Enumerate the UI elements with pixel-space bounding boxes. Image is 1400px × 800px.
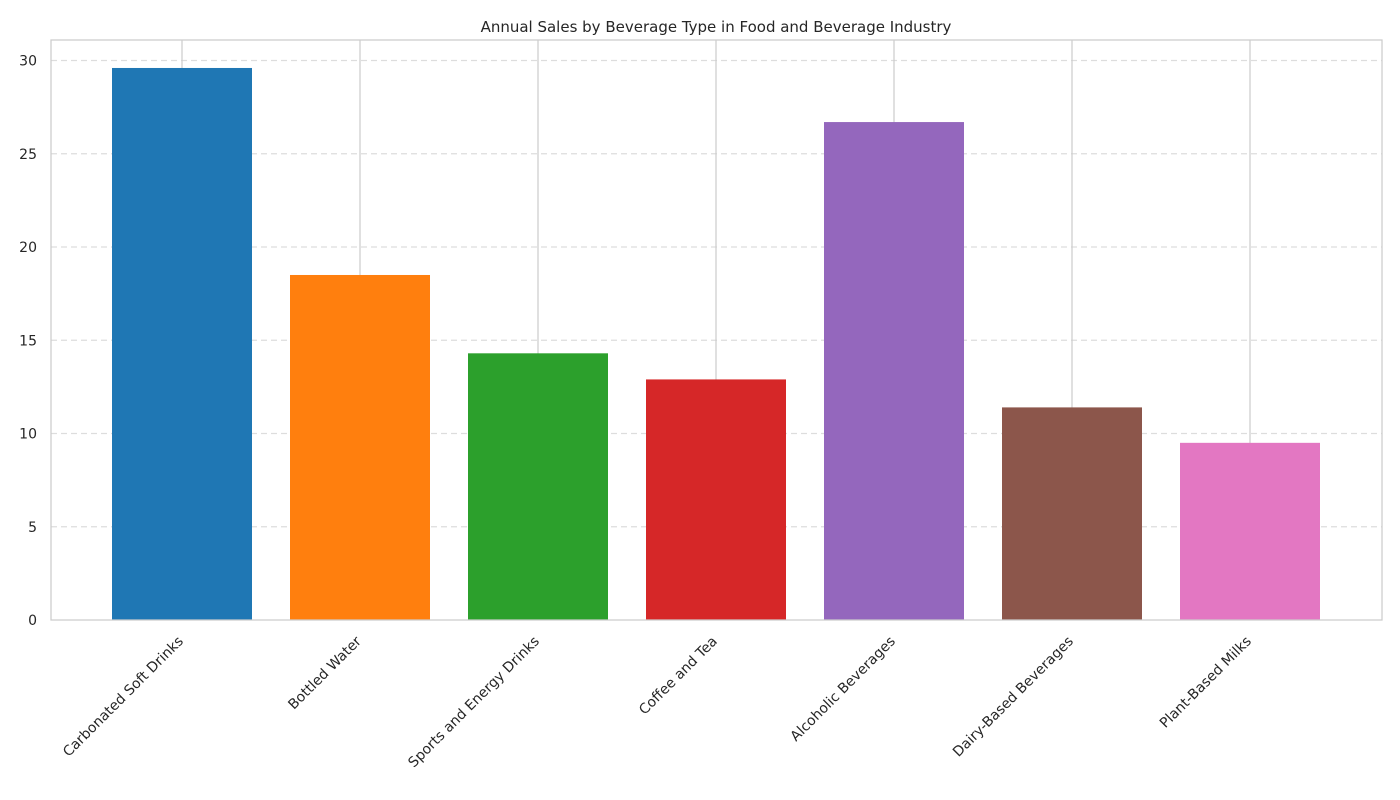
x-tick-label: Dairy-Based Beverages [950,634,1077,761]
bars [112,67,1320,621]
bar [468,353,608,620]
y-tick-label: 5 [28,520,37,536]
y-tick-label: 15 [19,333,37,349]
y-tick-label: 0 [28,613,37,629]
x-tick-label: Alcoholic Beverages [788,634,899,745]
bar [824,122,964,621]
x-tick-label: Sports and Energy Drinks [405,634,542,771]
bar [112,67,252,621]
x-tick-label: Carbonated Soft Drinks [60,634,187,761]
y-axis-ticks: 0 5 10 15 20 25 30 [19,54,37,629]
x-tick-label: Plant-Based Milks [1157,634,1255,732]
x-tick-label: Coffee and Tea [636,634,721,719]
y-tick-label: 30 [19,54,37,70]
plot-frame [50,39,1383,621]
chart-title: Annual Sales by Beverage Type in Food an… [481,18,952,36]
y-tick-label: 20 [19,240,37,256]
y-tick-label: 25 [19,147,37,163]
y-tick-label: 10 [19,427,37,443]
bar [1002,407,1142,620]
x-tick-label: Bottled Water [285,633,365,713]
bar [646,379,786,620]
bar [1180,442,1320,620]
bar [290,274,430,620]
x-axis-ticks: Carbonated Soft Drinks Bottled Water Sport… [60,633,1255,771]
